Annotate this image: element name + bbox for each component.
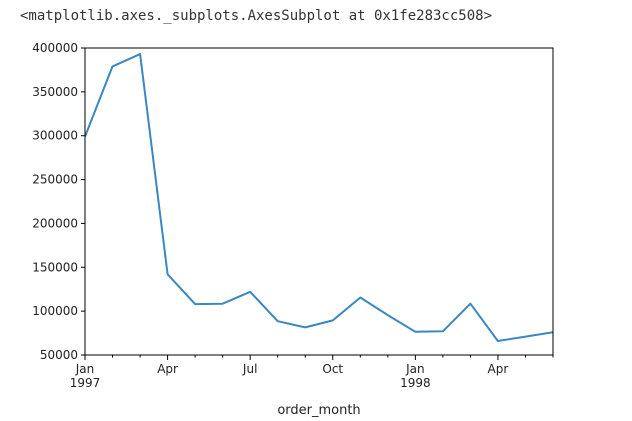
output-repr-text: <matplotlib.axes._subplots.AxesSubplot a…: [20, 8, 493, 24]
y-tick-label: 250000: [32, 173, 78, 187]
y-tick-label: 150000: [32, 260, 78, 274]
x-tick-label: Apr: [157, 362, 178, 376]
x-axis-label: order_month: [277, 403, 360, 418]
y-tick-label: 50000: [40, 348, 78, 362]
x-tick-label: Jan: [75, 362, 95, 376]
x-tick-year-label: 1997: [70, 376, 101, 390]
y-tick-label: 100000: [32, 304, 78, 318]
x-tick-label: Jul: [242, 362, 257, 376]
axes-frame: [84, 47, 554, 356]
series-line-0: [85, 53, 553, 342]
x-tick-label: Oct: [322, 362, 343, 376]
y-tick-label: 300000: [32, 129, 78, 143]
x-tick-label: Apr: [488, 362, 509, 376]
y-tick-label: 400000: [32, 41, 78, 55]
x-tick-year-label: 1998: [400, 376, 431, 390]
y-tick-label: 200000: [32, 216, 78, 230]
x-tick-label: Jan: [405, 362, 425, 376]
y-tick-label: 350000: [32, 85, 78, 99]
